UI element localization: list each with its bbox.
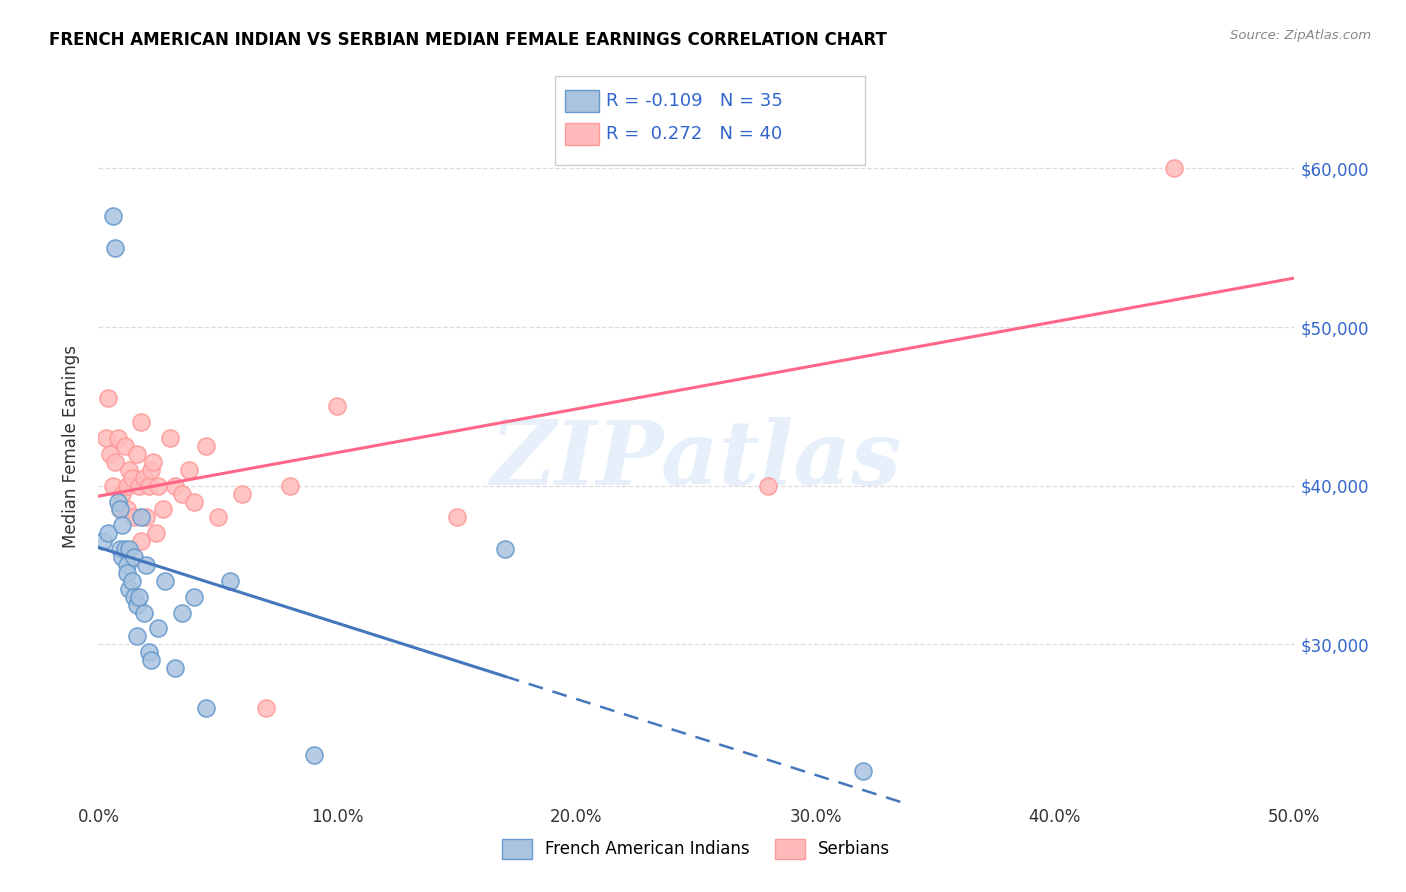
Text: Source: ZipAtlas.com: Source: ZipAtlas.com xyxy=(1230,29,1371,42)
Point xyxy=(132,606,155,620)
Point xyxy=(128,478,150,492)
Point xyxy=(107,431,129,445)
Point xyxy=(131,415,153,429)
Point xyxy=(139,653,162,667)
Point xyxy=(124,590,146,604)
Point xyxy=(152,502,174,516)
Point xyxy=(94,431,117,445)
Point xyxy=(125,447,148,461)
Point xyxy=(111,486,134,500)
Text: FRENCH AMERICAN INDIAN VS SERBIAN MEDIAN FEMALE EARNINGS CORRELATION CHART: FRENCH AMERICAN INDIAN VS SERBIAN MEDIAN… xyxy=(49,31,887,49)
Point xyxy=(219,574,242,588)
Point xyxy=(115,478,138,492)
Point xyxy=(97,392,120,406)
Point xyxy=(101,209,124,223)
Point xyxy=(326,400,349,414)
Point xyxy=(118,463,141,477)
Point xyxy=(131,510,153,524)
Point xyxy=(148,478,170,492)
Point xyxy=(278,478,301,492)
Point xyxy=(195,700,218,714)
Point xyxy=(97,526,120,541)
Point xyxy=(254,700,277,714)
Point xyxy=(172,606,194,620)
Point xyxy=(135,510,157,524)
Point xyxy=(183,590,205,604)
Point xyxy=(124,549,146,564)
Point xyxy=(163,661,186,675)
Point xyxy=(172,486,194,500)
Point xyxy=(183,494,205,508)
Point xyxy=(139,463,162,477)
Point xyxy=(91,534,114,549)
Point xyxy=(142,455,165,469)
Point xyxy=(179,463,201,477)
Point xyxy=(114,542,136,557)
Point xyxy=(101,478,124,492)
Y-axis label: Median Female Earnings: Median Female Earnings xyxy=(62,344,80,548)
Point xyxy=(108,502,131,516)
Legend: French American Indians, Serbians: French American Indians, Serbians xyxy=(495,832,897,866)
Point xyxy=(118,542,141,557)
Point xyxy=(98,447,122,461)
Point xyxy=(115,566,138,580)
Point xyxy=(756,478,779,492)
Point xyxy=(111,518,134,533)
Point xyxy=(302,748,325,763)
Point xyxy=(121,471,143,485)
Point xyxy=(145,526,167,541)
Point xyxy=(138,478,160,492)
Point xyxy=(148,621,170,635)
Point xyxy=(159,431,181,445)
Point xyxy=(108,502,131,516)
Point xyxy=(125,629,148,643)
Point xyxy=(163,478,186,492)
Point xyxy=(108,542,131,557)
Point xyxy=(207,510,229,524)
Point xyxy=(104,241,127,255)
Point xyxy=(115,558,138,572)
Point xyxy=(138,645,160,659)
Point xyxy=(446,510,468,524)
Point xyxy=(195,439,218,453)
Point xyxy=(494,542,516,557)
Point xyxy=(1163,161,1185,176)
Point xyxy=(121,574,143,588)
Point xyxy=(131,534,153,549)
Point xyxy=(231,486,253,500)
Point xyxy=(118,582,141,596)
Text: R = -0.109   N = 35: R = -0.109 N = 35 xyxy=(606,92,783,110)
Text: ZIPatlas: ZIPatlas xyxy=(491,417,901,503)
Point xyxy=(135,558,157,572)
Point xyxy=(132,471,155,485)
Point xyxy=(104,455,127,469)
Point xyxy=(125,598,148,612)
Point xyxy=(155,574,177,588)
Point xyxy=(107,494,129,508)
Point xyxy=(124,510,146,524)
Text: R =  0.272   N = 40: R = 0.272 N = 40 xyxy=(606,125,782,143)
Point xyxy=(114,439,136,453)
Point xyxy=(115,502,138,516)
Point xyxy=(852,764,875,778)
Point xyxy=(128,590,150,604)
Point xyxy=(111,549,134,564)
